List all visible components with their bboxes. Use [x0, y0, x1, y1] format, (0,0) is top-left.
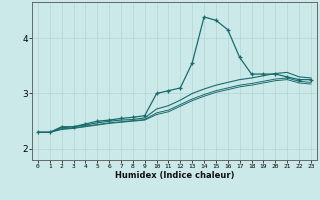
- X-axis label: Humidex (Indice chaleur): Humidex (Indice chaleur): [115, 171, 234, 180]
